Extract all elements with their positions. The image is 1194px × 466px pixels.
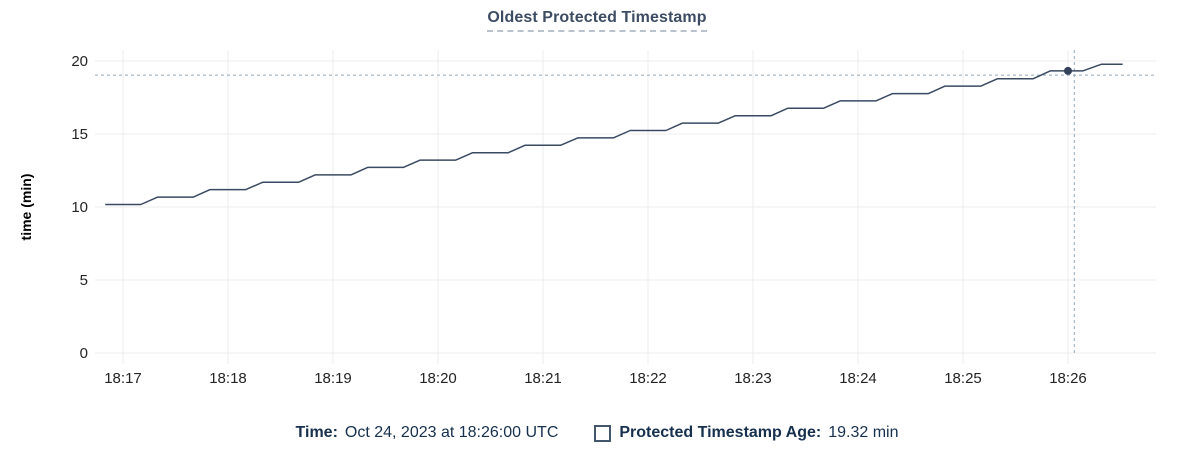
x-tick-label: 18:22 <box>629 370 667 387</box>
time-label: Time: <box>295 424 338 441</box>
legend-series-label: Protected Timestamp Age: <box>619 424 822 441</box>
y-tick-label: 15 <box>71 126 88 143</box>
legend-item-protected-timestamp-age[interactable]: Protected Timestamp Age: 19.32 min <box>594 424 898 442</box>
x-tick-label: 18:26 <box>1049 370 1087 387</box>
x-tick-label: 18:17 <box>104 370 142 387</box>
x-tick-label: 18:24 <box>839 370 877 387</box>
x-tick-label: 18:20 <box>419 370 457 387</box>
chart-footer: Time: Oct 24, 2023 at 18:26:00 UTC Prote… <box>0 424 1194 442</box>
hover-point-dot <box>1064 66 1072 75</box>
chart-header: Oldest Protected Timestamp <box>0 0 1194 42</box>
x-tick-label: 18:18 <box>209 370 247 387</box>
x-tick-label: 18:25 <box>944 370 982 387</box>
y-tick-label: 20 <box>71 53 88 70</box>
legend-checkbox[interactable] <box>594 424 612 442</box>
time-value: Oct 24, 2023 at 18:26:00 UTC <box>344 424 559 441</box>
y-tick-label: 0 <box>80 345 88 362</box>
hover-time-readout: Time: Oct 24, 2023 at 18:26:00 UTC <box>296 424 559 442</box>
chart-title: Oldest Protected Timestamp <box>487 9 707 32</box>
series-line-protected-timestamp-age <box>105 63 1123 206</box>
chart-svg[interactable]: 0 5 10 15 20 18:17 18:18 18:19 18:20 18:21 18:22 18… <box>0 42 1194 410</box>
x-tick-label: 18:21 <box>524 370 562 387</box>
y-tick-label: 10 <box>71 199 88 216</box>
x-tick-label: 18:19 <box>314 370 352 387</box>
y-axis-label: time (min) <box>18 174 34 241</box>
legend-series-value: 19.32 min <box>828 424 899 441</box>
y-tick-label: 5 <box>80 272 88 289</box>
x-tick-label: 18:23 <box>734 370 772 387</box>
